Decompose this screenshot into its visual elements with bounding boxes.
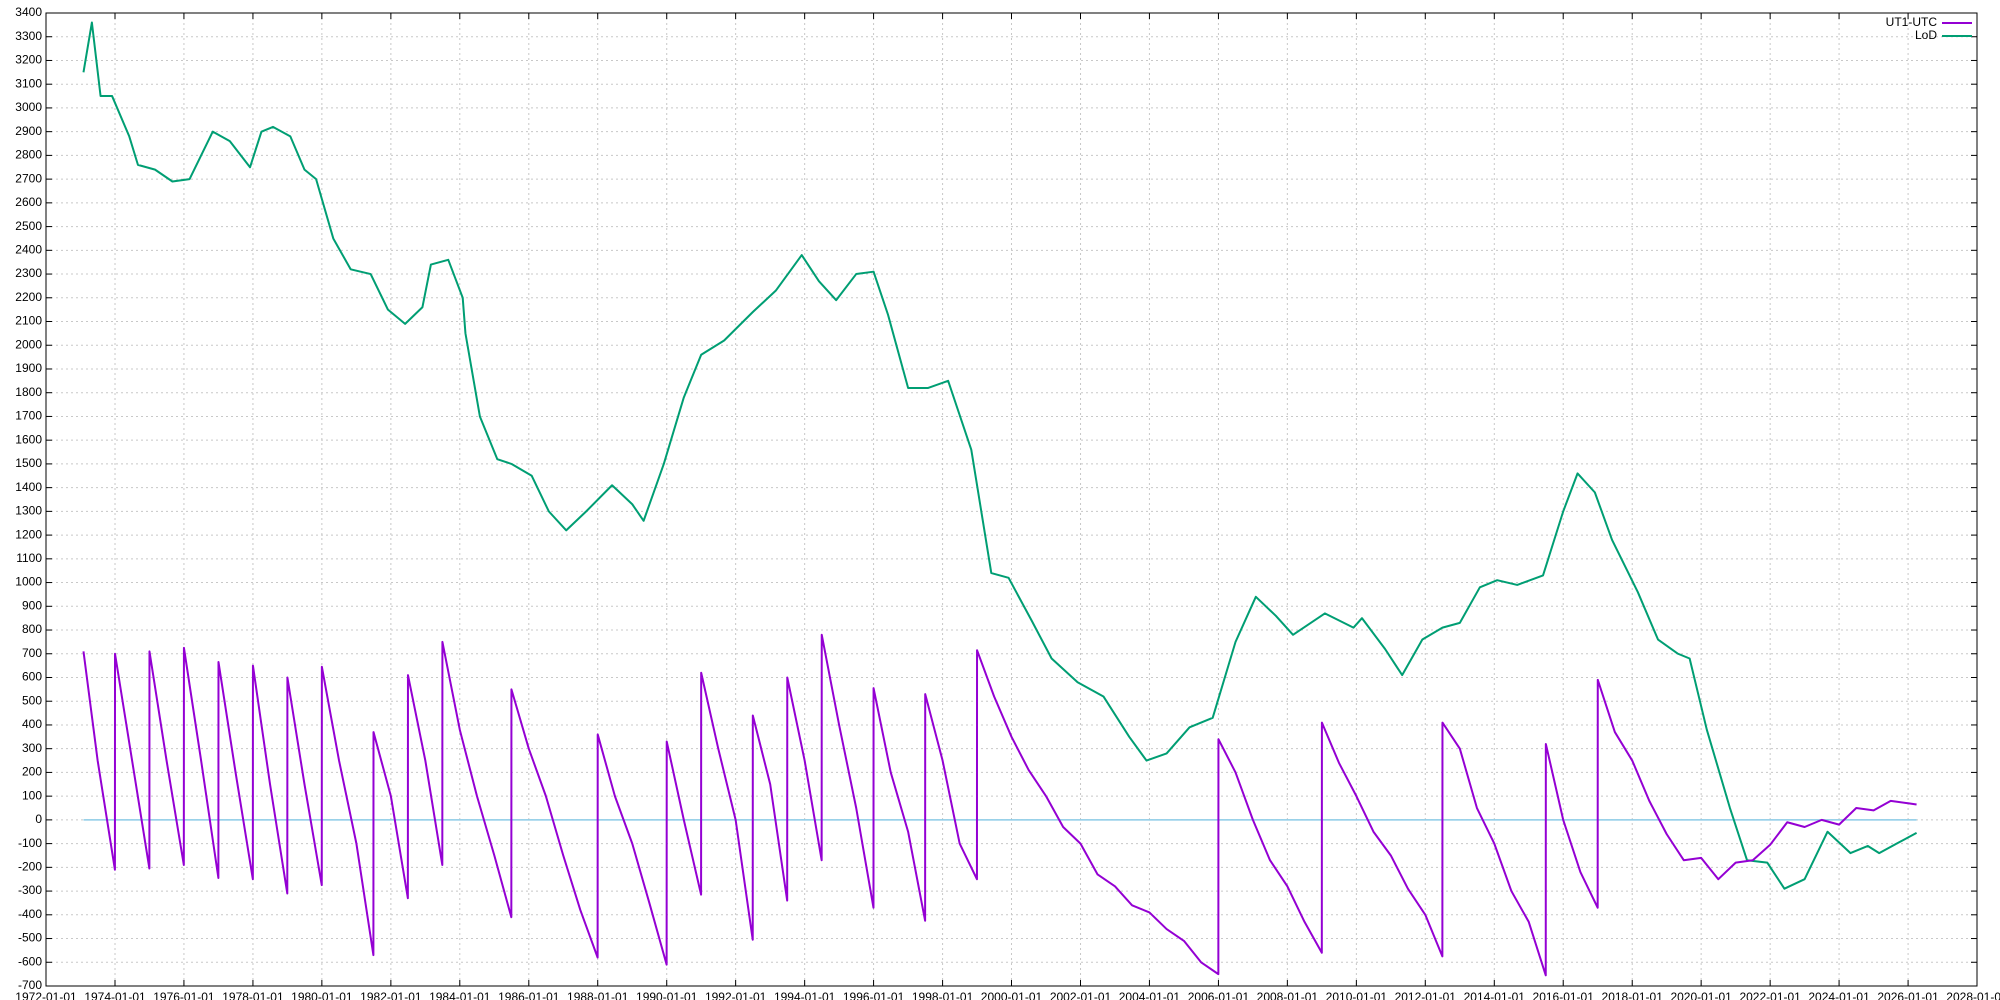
- y-tick-label: 300: [22, 741, 42, 755]
- y-tick-label: -100: [18, 836, 42, 850]
- x-tick-label: 1980-01-01: [291, 990, 353, 1000]
- x-tick-label: 1972-01-01: [15, 990, 77, 1000]
- y-tick-label: 800: [22, 622, 42, 636]
- y-tick-label: 1500: [15, 456, 42, 470]
- y-tick-label: 1900: [15, 361, 42, 375]
- y-tick-label: -200: [18, 860, 42, 874]
- y-tick-label: -700: [18, 978, 42, 992]
- y-tick-label: 1100: [16, 551, 42, 565]
- x-tick-label: 2008-01-01: [1257, 990, 1319, 1000]
- x-tick-label: 1982-01-01: [360, 990, 422, 1000]
- x-tick-label: 1992-01-01: [705, 990, 767, 1000]
- y-tick-label: 2400: [15, 242, 42, 256]
- x-tick-label: 1986-01-01: [498, 990, 560, 1000]
- x-tick-label: 2010-01-01: [1326, 990, 1388, 1000]
- y-tick-label: 2500: [15, 219, 42, 233]
- x-tick-label: 2002-01-01: [1050, 990, 1112, 1000]
- y-tick-label: 3300: [15, 29, 42, 43]
- x-tick-label: 2018-01-01: [1602, 990, 1664, 1000]
- x-tick-label: 1988-01-01: [567, 990, 629, 1000]
- y-tick-label: -500: [18, 931, 42, 945]
- y-tick-label: 700: [22, 646, 42, 660]
- plot-frame: [45, 12, 1978, 987]
- y-tick-label: 1300: [15, 504, 42, 518]
- x-tick-label: 1974-01-01: [84, 990, 146, 1000]
- legend-label: LoD: [1915, 28, 1937, 42]
- y-tick-label: 0: [35, 812, 42, 826]
- y-tick-label: 200: [22, 765, 42, 779]
- x-tick-label: 2012-01-01: [1395, 990, 1457, 1000]
- x-tick-label: 2016-01-01: [1533, 990, 1595, 1000]
- x-tick-label: 2006-01-01: [1188, 990, 1250, 1000]
- x-tick-label: 1996-01-01: [843, 990, 905, 1000]
- y-tick-label: -600: [18, 954, 42, 968]
- x-tick-label: 1976-01-01: [153, 990, 215, 1000]
- y-tick-label: 100: [22, 788, 42, 802]
- x-tick-label: 2004-01-01: [1119, 990, 1181, 1000]
- x-tick-label: 2028-01-01: [1946, 990, 2000, 1000]
- x-tick-label: 2020-01-01: [1670, 990, 1732, 1000]
- y-tick-label: 3100: [15, 76, 42, 90]
- y-tick-label: 3000: [15, 100, 42, 114]
- series-line: [82, 21, 1918, 890]
- x-tick-label: 2022-01-01: [1739, 990, 1801, 1000]
- y-tick-label: -400: [18, 907, 42, 921]
- y-tick-label: 2900: [15, 124, 42, 138]
- y-tick-label: 1000: [15, 575, 42, 589]
- y-tick-label: 2100: [15, 314, 42, 328]
- y-tick-label: 600: [22, 670, 42, 684]
- y-tick-label: 1600: [15, 432, 42, 446]
- y-tick-label: 3400: [15, 5, 42, 19]
- x-tick-label: 1978-01-01: [222, 990, 284, 1000]
- y-tick-label: 3200: [15, 53, 42, 67]
- y-tick-label: 1200: [15, 527, 42, 541]
- y-tick-label: 2600: [15, 195, 42, 209]
- y-tick-label: -300: [18, 883, 42, 897]
- y-tick-label: 2800: [15, 148, 42, 162]
- series-line: [82, 633, 1917, 977]
- y-tick-label: 2700: [15, 171, 42, 185]
- y-tick-label: 1800: [15, 385, 42, 399]
- y-tick-label: 500: [22, 693, 42, 707]
- legend-label: UT1-UTC: [1886, 15, 1938, 29]
- x-tick-label: 2026-01-01: [1877, 990, 1939, 1000]
- x-tick-label: 1994-01-01: [774, 990, 836, 1000]
- y-tick-label: 2300: [15, 266, 42, 280]
- y-tick-label: 1700: [15, 409, 42, 423]
- x-tick-label: 2024-01-01: [1808, 990, 1870, 1000]
- x-tick-label: 2014-01-01: [1464, 990, 1526, 1000]
- y-tick-label: 2200: [15, 290, 42, 304]
- x-tick-label: 1984-01-01: [429, 990, 491, 1000]
- x-tick-label: 2000-01-01: [981, 990, 1043, 1000]
- y-tick-label: 2000: [15, 337, 42, 351]
- y-tick-label: 900: [22, 598, 42, 612]
- y-tick-label: 1400: [15, 480, 42, 494]
- x-tick-label: 1990-01-01: [636, 990, 698, 1000]
- x-tick-label: 1998-01-01: [912, 990, 974, 1000]
- y-tick-label: 400: [22, 717, 42, 731]
